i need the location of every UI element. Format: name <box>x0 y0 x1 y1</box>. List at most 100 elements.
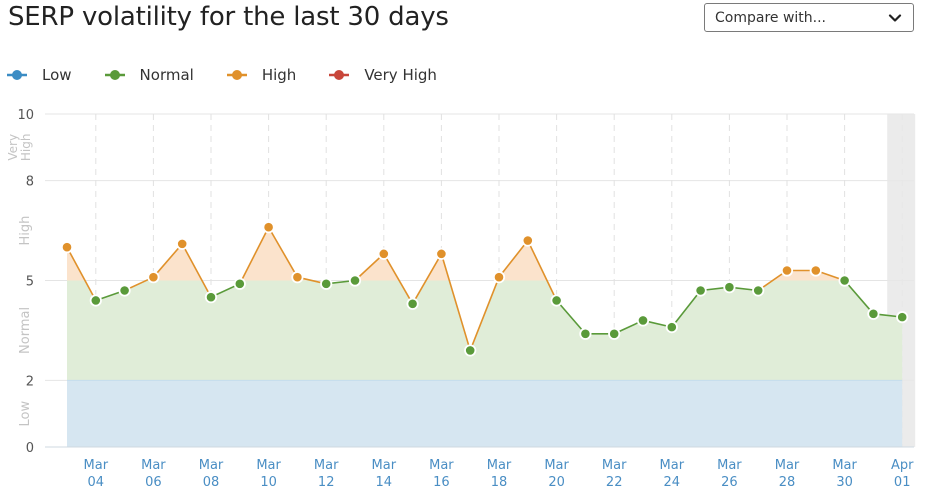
data-point <box>262 221 275 234</box>
legend-marker-normal-icon <box>104 70 125 80</box>
line-segment <box>354 253 385 282</box>
data-point <box>233 277 246 290</box>
legend-marker-very-high-icon <box>329 70 350 80</box>
x-tick-label-day: 24 <box>664 475 681 490</box>
y-tick-label: 2 <box>26 374 34 389</box>
x-tick-label-day: 01 <box>894 475 911 490</box>
line-segment <box>671 289 702 328</box>
data-point <box>550 294 563 307</box>
x-tick-label-day: 16 <box>433 475 450 490</box>
data-point <box>291 271 304 284</box>
data-point <box>579 327 592 340</box>
compare-with-dropdown[interactable]: Compare with... <box>704 3 914 32</box>
data-point <box>406 297 419 310</box>
line-segment <box>181 243 212 298</box>
x-tick-label-day: 06 <box>145 475 162 490</box>
x-tick-label-month: Mar <box>429 458 454 473</box>
line-segment <box>440 253 471 351</box>
x-tick-label-month: Mar <box>775 458 800 473</box>
line-segment <box>411 253 443 305</box>
x-tick-label-day: 10 <box>260 475 277 490</box>
data-point <box>752 284 765 297</box>
area-fill-high <box>67 227 845 281</box>
band-label-line: Very <box>6 134 20 161</box>
data-point <box>636 314 650 327</box>
line-segment <box>498 240 529 278</box>
x-tick-label-day: 20 <box>548 475 565 490</box>
data-point <box>809 264 822 277</box>
area-fill-normal <box>67 280 903 381</box>
line-segment <box>239 226 270 285</box>
band-label: Low <box>18 401 33 427</box>
x-tick-label-month: Mar <box>314 458 339 473</box>
data-point <box>694 284 707 297</box>
y-tick-label: 0 <box>26 441 34 456</box>
data-point <box>521 234 534 247</box>
legend-marker-low-icon <box>7 70 27 80</box>
band-label-line: High <box>19 134 33 162</box>
volatility-chart: 025810LowNormalHighVeryHighMar04Mar06Mar… <box>6 108 916 490</box>
x-tick-label-day: 04 <box>88 475 105 490</box>
line-segment <box>66 246 97 301</box>
x-tick-label-day: 30 <box>836 475 853 490</box>
line-segment <box>527 240 558 301</box>
data-point <box>608 327 621 340</box>
legend-label: Very High <box>364 66 437 84</box>
line-segment <box>555 299 587 335</box>
data-point <box>723 281 736 294</box>
legend-item-normal[interactable]: Normal <box>104 66 194 84</box>
data-point <box>89 294 102 307</box>
band-label: Normal <box>18 307 33 354</box>
data-point <box>838 274 851 287</box>
data-point <box>118 284 131 297</box>
data-point <box>492 271 506 284</box>
band-label: VeryHigh <box>6 134 33 162</box>
x-tick-label-month: Mar <box>141 458 166 473</box>
x-tick-label-day: 08 <box>203 475 220 490</box>
x-tick-label-day: 14 <box>376 475 393 490</box>
line-segment <box>383 253 414 305</box>
data-point <box>435 247 448 260</box>
chevron-down-icon <box>888 13 902 22</box>
data-point <box>204 291 218 304</box>
legend-label: Low <box>42 66 72 84</box>
line-segment <box>469 276 500 351</box>
x-tick-label-month: Mar <box>544 458 569 473</box>
x-tick-label-month: Mar <box>660 458 685 473</box>
data-point <box>147 271 160 284</box>
data-point <box>896 311 909 324</box>
x-tick-label-day: 26 <box>721 475 738 490</box>
y-tick-label: 10 <box>17 108 34 123</box>
data-point <box>176 237 189 250</box>
area-fill-low <box>67 380 903 447</box>
x-tick-label-month: Mar <box>832 458 857 473</box>
data-point <box>665 321 678 334</box>
legend-item-high[interactable]: High <box>226 66 296 84</box>
x-tick-label-month: Apr <box>891 458 914 473</box>
compare-with-label: Compare with... <box>715 9 827 26</box>
data-point <box>867 307 880 320</box>
series-points <box>60 221 909 357</box>
x-tick-label-month: Mar <box>487 458 512 473</box>
x-tick-label-month: Mar <box>84 458 109 473</box>
x-tick-label-month: Mar <box>602 458 627 473</box>
x-tick-label-month: Mar <box>199 458 224 473</box>
y-tick-label: 5 <box>26 275 34 290</box>
data-point <box>320 277 333 290</box>
x-tick-label-month: Mar <box>372 458 397 473</box>
line-segment <box>843 279 875 315</box>
data-point <box>780 264 794 277</box>
x-tick-label-day: 28 <box>779 475 796 490</box>
legend-label: Normal <box>139 66 194 84</box>
line-segment <box>152 243 183 278</box>
data-point <box>377 247 390 260</box>
chart-legend: Low Normal High Very High <box>6 66 469 84</box>
x-tick-label-month: Mar <box>717 458 742 473</box>
page-title: SERP volatility for the last 30 days <box>8 2 449 32</box>
legend-item-low[interactable]: Low <box>6 66 72 84</box>
data-point <box>348 274 362 287</box>
line-segment <box>267 226 299 278</box>
x-tick-label-day: 22 <box>606 475 623 490</box>
legend-item-very-high[interactable]: Very High <box>328 66 437 84</box>
data-point <box>464 344 477 357</box>
